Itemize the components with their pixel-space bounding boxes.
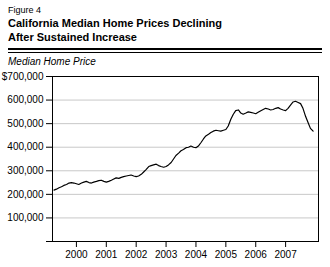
svg-text:300,000: 300,000	[7, 165, 44, 176]
svg-text:$700,000: $700,000	[2, 71, 44, 82]
html-text:Figure 4: Figure 4	[8, 5, 41, 15]
html-text:After Sustained Increase: After Sustained Increase	[8, 31, 137, 43]
svg-text:600,000: 600,000	[7, 94, 44, 105]
svg-text:2004: 2004	[185, 249, 208, 260]
svg-text:400,000: 400,000	[7, 141, 44, 152]
svg-text:2000: 2000	[65, 249, 88, 260]
html-text:Median Home Price: Median Home Price	[8, 56, 96, 67]
svg-text:2001: 2001	[95, 249, 118, 260]
svg-text:2002: 2002	[125, 249, 148, 260]
svg-text:100,000: 100,000	[7, 212, 44, 223]
svg-text:500,000: 500,000	[7, 118, 44, 129]
svg-text:2005: 2005	[215, 249, 238, 260]
svg-text:2003: 2003	[155, 249, 178, 260]
svg-text:2007: 2007	[274, 249, 297, 260]
svg-text:2006: 2006	[245, 249, 268, 260]
html-text:California Median Home Prices: California Median Home Prices Declining	[8, 17, 222, 29]
svg-text:200,000: 200,000	[7, 189, 44, 200]
